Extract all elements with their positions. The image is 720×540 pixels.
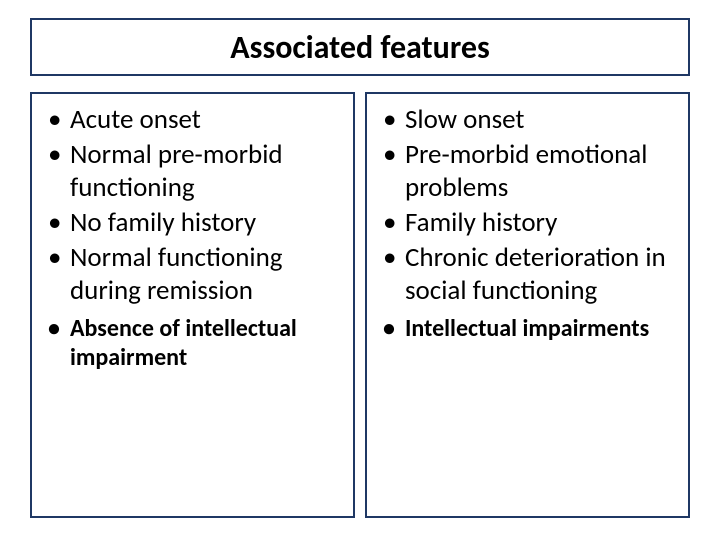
list-item: Normal functioning during remission <box>42 242 339 308</box>
right-column: Slow onset Pre-morbid emotional problems… <box>365 92 690 518</box>
right-main-list: Slow onset Pre-morbid emotional problems… <box>377 104 674 308</box>
list-item: Pre-morbid emotional problems <box>377 139 674 205</box>
list-item: No family history <box>42 207 339 240</box>
list-item: Absence of intellectual impairment <box>42 314 339 373</box>
list-item: Slow onset <box>377 104 674 137</box>
title-box: Associated features <box>30 18 690 76</box>
left-column: Acute onset Normal pre-morbid functionin… <box>30 92 355 518</box>
list-item: Normal pre-morbid functioning <box>42 139 339 205</box>
page-title: Associated features <box>230 28 489 67</box>
right-sub-list: Intellectual impairments <box>377 314 674 343</box>
list-item: Intellectual impairments <box>377 314 674 343</box>
list-item: Chronic deterioration in social function… <box>377 242 674 308</box>
left-sub-list: Absence of intellectual impairment <box>42 314 339 373</box>
left-main-list: Acute onset Normal pre-morbid functionin… <box>42 104 339 308</box>
list-item: Family history <box>377 207 674 240</box>
list-item: Acute onset <box>42 104 339 137</box>
